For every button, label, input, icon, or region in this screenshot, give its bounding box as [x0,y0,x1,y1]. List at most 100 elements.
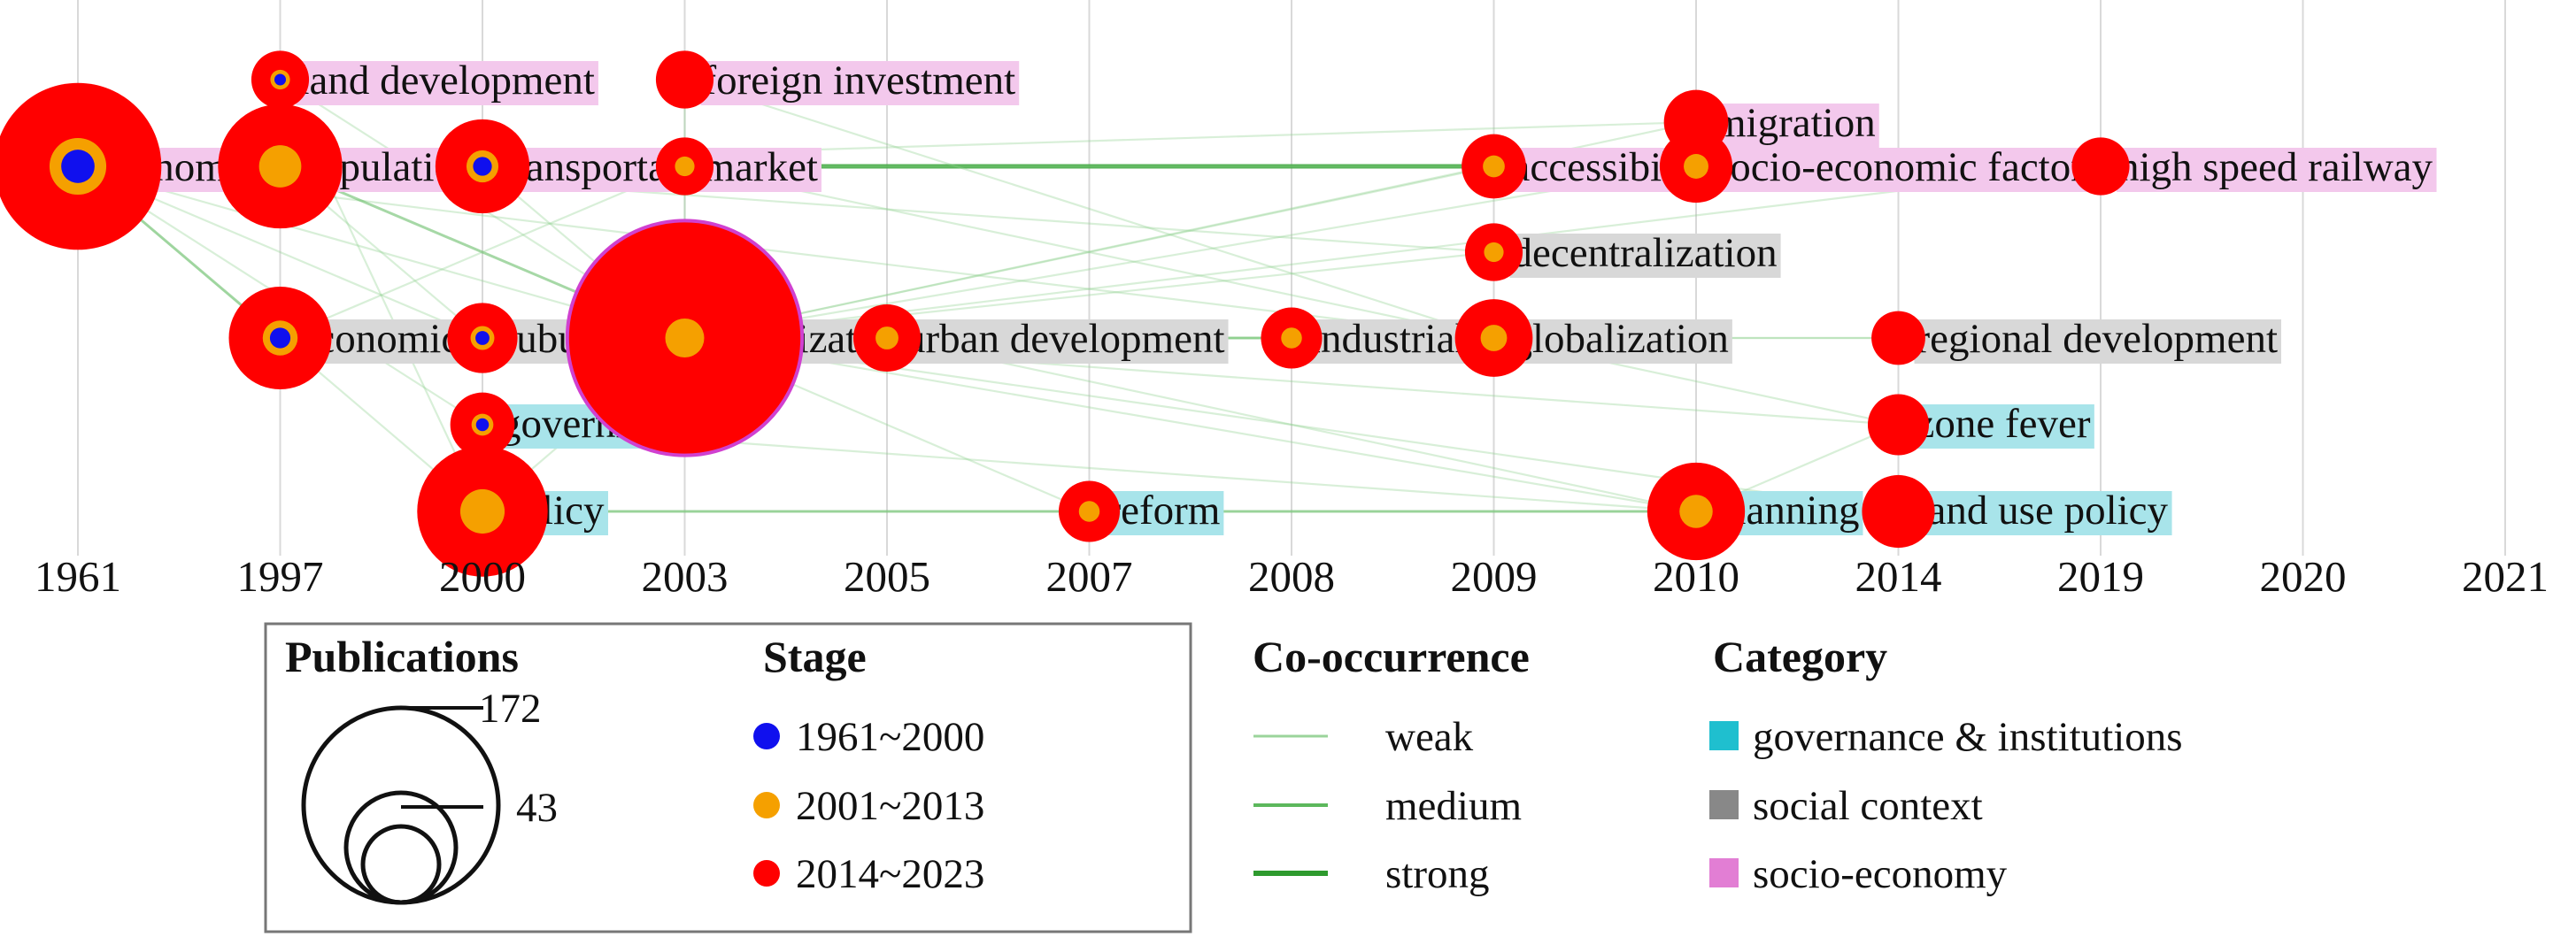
label-text-decentralization: decentralization [1512,230,1778,276]
label-bg-regional-development [1914,319,2281,364]
edge-market-globalization [684,165,1494,340]
node-middle-urbanization [665,319,705,357]
keyword-label-high-speed-railway: high speed railway [2117,144,2437,192]
label-bg-reform [1105,491,1224,535]
node-inner-government [475,418,490,432]
legend-stage-dot-2 [753,792,780,818]
edge-urbanization-planning [684,336,1697,513]
legend: Publications 172 43 Stage 1961~2000 2001… [264,622,2183,933]
year-tick-2014: 2014 [1855,552,1942,601]
node-urbanization [565,219,805,457]
label-bg-high-speed-railway [2117,148,2437,192]
legend-category-title: Category [1713,632,1887,681]
keyword-nodes [0,50,2130,577]
node-land-use-policy [1862,474,1935,549]
label-text-reform: reform [1107,488,1221,534]
node-globalization [1454,299,1533,377]
keyword-label-market: market [700,144,821,192]
node-decentralization [1464,223,1523,281]
node-middle-policy [459,488,505,534]
edge-foreign-investment-globalization [684,78,1494,340]
label-text-zone-fever: zone fever [1917,401,2091,447]
label-text-foreign-investment: foreign investment [703,58,1016,104]
label-bg-market [700,148,821,192]
node-middle-globalization [1480,325,1508,351]
node-economy [0,82,162,250]
node-middle-socio-economic-factor [1684,154,1708,179]
node-middle-accessibility [1483,155,1505,178]
legend-stage-title: Stage [763,632,867,681]
node-policy [417,446,548,577]
year-tick-1997: 1997 [237,552,324,601]
legend-publications-title: Publications [285,632,519,681]
keyword-label-foreign-investment: foreign investment [700,58,1020,105]
node-inner-economic-transition [269,327,291,349]
node-middle-market [675,156,695,177]
node-inner-transportation [473,157,492,176]
node-planning [1647,462,1746,561]
keyword-label-decentralization: decentralization [1509,230,1781,278]
node-zone-fever [1867,394,1930,456]
year-tick-2010: 2010 [1653,552,1739,601]
year-tick-2000: 2000 [439,552,526,601]
keyword-label-globalization: globalization [1509,316,1732,364]
legend-category-label-socio: socio-economy [1753,851,2008,897]
legend-edge-label-medium: medium [1385,783,1522,829]
label-text-regional-development: regional development [1917,316,2279,362]
label-bg-zone-fever [1914,404,2094,449]
node-high-speed-railway [2071,137,2130,196]
node-socio-economic-factor [1659,129,1733,204]
year-tick-2019: 2019 [2057,552,2144,601]
legend-size-max-label: 172 [479,686,542,732]
keyword-label-reform: reform [1105,488,1224,535]
legend-category-label-social: social context [1753,783,1983,829]
keyword-label-regional-development: regional development [1914,316,2281,364]
node-inner-suburbanization [475,331,490,345]
node-outer-land-use-policy [1862,474,1935,549]
legend-box [264,622,1192,933]
label-text-high-speed-railway: high speed railway [2118,144,2433,190]
year-tick-2021: 2021 [2462,552,2549,601]
year-tick-2005: 2005 [844,552,930,601]
node-outer-zone-fever [1867,394,1930,456]
node-inner-land-development [274,73,287,86]
label-bg-migration [1712,104,1879,148]
node-middle-planning [1679,495,1713,528]
node-suburbanization [447,303,518,373]
node-government [450,392,515,457]
label-text-land-use-policy: land use policy [1917,488,2169,534]
node-regional-development [1871,311,1925,365]
keyword-label-land-development: land development [296,58,598,105]
edge-economic-transition-market [280,165,685,340]
label-text-globalization: globalization [1512,316,1729,362]
legend-stage-label-1: 1961~2000 [796,714,984,760]
node-land-development [251,50,310,109]
legend-stage-label-3: 2014~2023 [796,851,984,897]
year-axis: 1961 1997 2000 2003 2005 2007 2008 2009 2010 2014… [35,552,2549,601]
node-urban-development [852,303,922,372]
year-tick-2007: 2007 [1046,552,1133,601]
node-transportation [435,119,530,214]
label-text-urban-development: urban development [905,316,1225,362]
node-outer-high-speed-railway [2071,137,2130,196]
edge-urbanization-socio-economic-factor [684,165,1697,340]
label-bg-foreign-investment [700,61,1020,105]
label-bg-land-use-policy [1914,491,2172,535]
keyword-label-land-use-policy: land use policy [1914,488,2172,535]
label-text-migration: migration [1714,100,1876,146]
legend-category-label-governance: governance & institutions [1753,714,2183,760]
node-middle-industrialization [1281,327,1302,349]
label-bg-urban-development [903,319,1229,364]
legend-stage-dot-1 [753,723,780,749]
node-population [218,104,343,229]
label-bg-decentralization [1509,234,1781,278]
legend-category-swatch-governance [1709,721,1739,750]
label-text-socio-economic-factor: socio-economic factor [1714,144,2085,190]
year-tick-1961: 1961 [35,552,121,601]
node-inner-economy [61,150,95,183]
legend-category-swatch-social [1709,790,1739,819]
label-bg-land-development [296,61,598,105]
node-middle-decentralization [1484,242,1504,263]
legend-size-mid-label: 43 [516,785,558,831]
